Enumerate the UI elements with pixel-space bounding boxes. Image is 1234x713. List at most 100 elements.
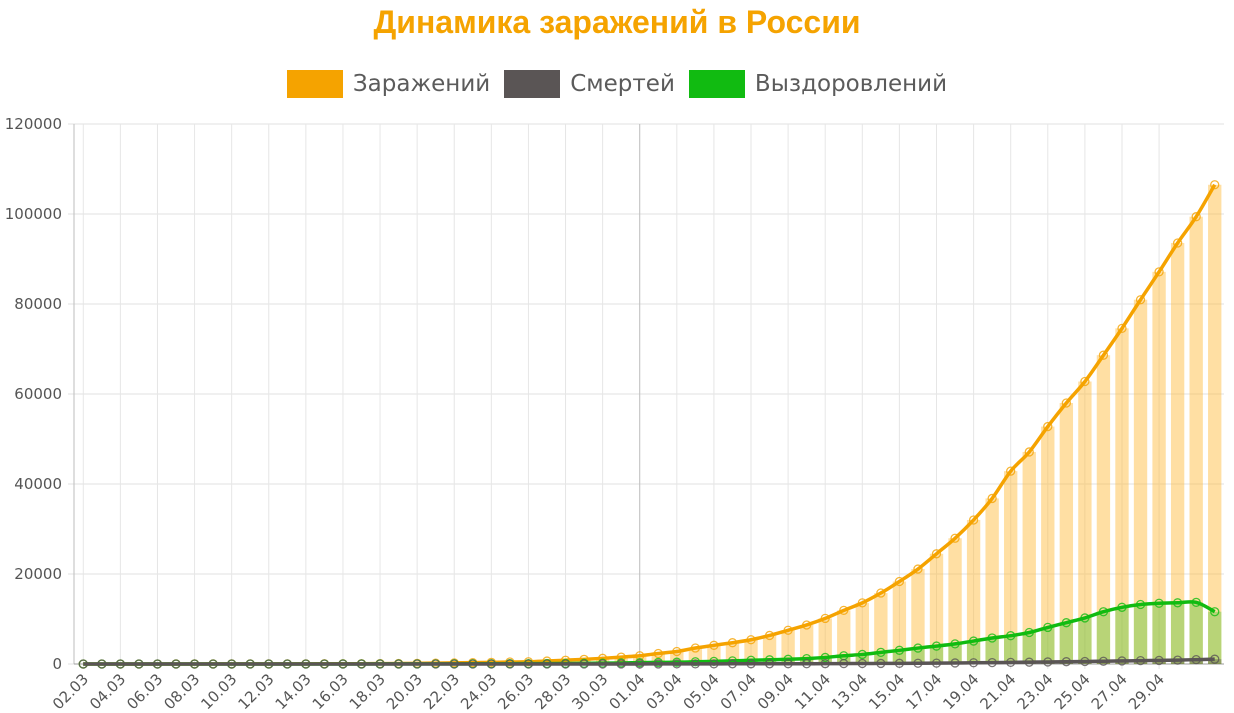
x-tick-label: 18.03 <box>346 670 389 713</box>
bar-recoveries <box>1133 604 1148 664</box>
point-infections <box>1024 447 1034 457</box>
point-deaths <box>468 659 478 669</box>
bar-infections <box>781 630 795 664</box>
point-infections <box>931 549 942 559</box>
point-deaths <box>282 659 292 669</box>
bar-infections <box>855 602 869 664</box>
point-deaths <box>301 659 311 669</box>
x-tick-label: 07.04 <box>717 670 760 713</box>
point-infections <box>894 576 905 587</box>
bar-recoveries <box>1022 632 1036 664</box>
bar-infections <box>966 519 981 664</box>
point-recoveries <box>987 633 997 643</box>
point-infections <box>1154 267 1164 277</box>
bar-infections <box>892 581 907 664</box>
bar-infections <box>1022 451 1036 664</box>
chart-legend: Заражений Смертей Выздоровлений <box>0 70 1234 98</box>
point-recoveries <box>968 636 979 646</box>
x-tick-label: 06.03 <box>123 670 166 713</box>
point-deaths <box>597 659 608 669</box>
y-tick-label: 120000 <box>5 115 62 133</box>
legend-item-infections[interactable]: Заражений <box>286 70 491 98</box>
y-tick-label: 80000 <box>14 295 62 313</box>
bar-infections <box>799 624 814 664</box>
bar-recoveries <box>1004 635 1018 664</box>
x-tick-label: 24.03 <box>457 670 500 713</box>
point-infections <box>820 613 830 624</box>
point-infections <box>690 643 701 653</box>
point-deaths <box>1117 656 1127 666</box>
x-tick-label: 01.04 <box>605 670 648 713</box>
point-deaths <box>746 659 756 669</box>
point-deaths <box>1080 656 1090 667</box>
bar-recoveries <box>966 641 981 664</box>
bar-recoveries <box>1152 603 1166 664</box>
bar-infections <box>1041 426 1055 664</box>
point-deaths <box>134 659 144 669</box>
point-deaths <box>338 659 348 669</box>
x-tick-label: 27.04 <box>1088 670 1131 713</box>
point-infections <box>1135 295 1146 305</box>
bar-infections <box>818 618 832 664</box>
point-deaths <box>1061 657 1071 667</box>
point-deaths <box>894 658 905 668</box>
point-deaths <box>876 658 886 669</box>
legend-item-deaths[interactable]: Смертей <box>504 70 675 98</box>
x-tick-label: 26.03 <box>494 670 537 713</box>
point-infections <box>950 533 960 543</box>
x-tick-label: 13.04 <box>828 670 871 713</box>
point-deaths <box>486 659 496 669</box>
point-recoveries <box>1098 607 1109 617</box>
point-infections <box>1098 350 1109 360</box>
point-infections <box>802 620 812 630</box>
x-tick-label: 16.03 <box>309 670 352 713</box>
point-infections <box>709 640 719 650</box>
point-infections <box>1006 466 1016 476</box>
bar-recoveries <box>929 646 944 664</box>
bar-infections <box>837 610 851 664</box>
point-recoveries <box>894 645 905 655</box>
point-infections <box>857 598 867 608</box>
point-recoveries <box>820 652 830 663</box>
point-recoveries <box>913 643 923 653</box>
point-infections <box>1080 376 1090 387</box>
point-deaths <box>1154 655 1164 666</box>
point-recoveries <box>1061 618 1071 628</box>
point-deaths <box>802 659 812 669</box>
point-recoveries <box>931 641 942 651</box>
x-tick-label: 30.03 <box>568 670 611 713</box>
point-recoveries <box>1043 622 1053 633</box>
legend-label-infections: Заражений <box>352 71 491 97</box>
point-deaths <box>412 659 422 669</box>
point-infections <box>839 605 849 616</box>
y-tick-label: 40000 <box>14 475 62 493</box>
legend-swatch-infections <box>286 70 343 98</box>
legend-item-recoveries[interactable]: Выздоровлений <box>688 70 947 98</box>
point-recoveries <box>1024 627 1034 638</box>
bar-infections <box>874 593 888 664</box>
bar-infections <box>1078 381 1092 664</box>
bar-infections <box>929 553 944 664</box>
point-deaths <box>987 657 997 668</box>
point-deaths <box>115 659 126 669</box>
point-deaths <box>1098 656 1109 666</box>
legend-swatch-recoveries <box>688 70 745 98</box>
point-recoveries <box>1080 613 1090 623</box>
point-infections <box>968 515 979 525</box>
point-infections <box>1061 398 1071 408</box>
x-tick-label: 15.04 <box>865 670 908 713</box>
bar-recoveries <box>1041 627 1055 664</box>
point-deaths <box>505 659 515 669</box>
point-infections <box>746 635 756 645</box>
bar-recoveries <box>799 658 814 664</box>
bar-recoveries <box>1096 611 1111 664</box>
bar-recoveries <box>1208 611 1222 664</box>
point-deaths <box>709 659 719 669</box>
point-infections <box>653 648 663 659</box>
point-deaths <box>431 659 441 669</box>
bar-infections <box>1170 242 1185 664</box>
bar-infections <box>1133 299 1148 664</box>
point-deaths <box>968 658 979 668</box>
x-tick-label: 23.04 <box>1014 670 1057 713</box>
bar-recoveries <box>948 643 962 664</box>
